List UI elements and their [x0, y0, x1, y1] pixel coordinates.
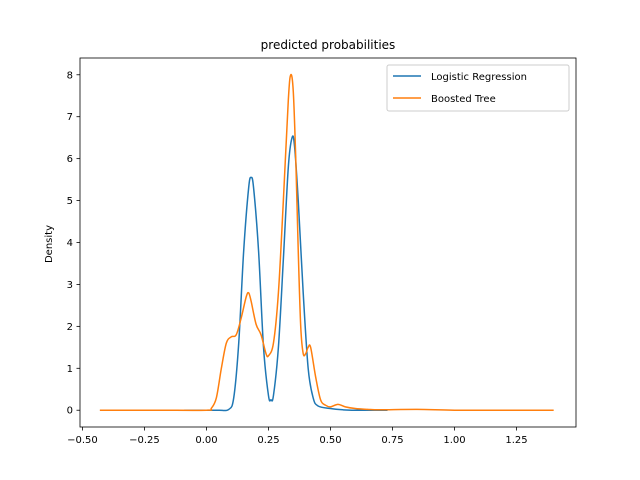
series-line-0 — [184, 135, 388, 412]
x-tick-label: −0.25 — [129, 435, 160, 446]
x-tick-label: 0.50 — [319, 435, 341, 446]
x-tick-label: 0.75 — [381, 435, 403, 446]
legend-label-0: Logistic Regression — [431, 72, 527, 83]
legend: Logistic Regression Boosted Tree — [386, 64, 570, 112]
series-layer — [99, 73, 554, 412]
y-tick-label: 4 — [67, 238, 73, 249]
legend-label-1: Boosted Tree — [431, 94, 496, 105]
x-tick-label: 0.00 — [195, 435, 217, 446]
x-tick-label: −0.50 — [67, 435, 98, 446]
legend-box — [386, 64, 570, 112]
y-tick-label: 7 — [67, 112, 73, 123]
plot-frame — [79, 57, 577, 428]
x-tick-label: 1.25 — [505, 435, 527, 446]
y-tick-label: 6 — [67, 154, 73, 165]
y-tick-label: 3 — [67, 280, 73, 291]
x-tick-label: 1.00 — [443, 435, 465, 446]
y-axis-label: Density — [44, 225, 55, 263]
y-tick-label: 8 — [67, 70, 73, 81]
y-tick-label: 2 — [67, 322, 73, 333]
ticks-layer: −0.50 −0.25 0.00 0.25 0.50 0.75 1.00 1.25 0 1 2 3 4 5… — [67, 70, 528, 446]
y-tick-label: 1 — [67, 364, 73, 375]
series-line-1 — [99, 73, 554, 412]
chart-title: predicted probabilities — [261, 38, 396, 52]
y-tick-label: 5 — [67, 196, 73, 207]
x-tick-label: 0.25 — [257, 435, 279, 446]
y-tick-label: 0 — [67, 406, 73, 417]
